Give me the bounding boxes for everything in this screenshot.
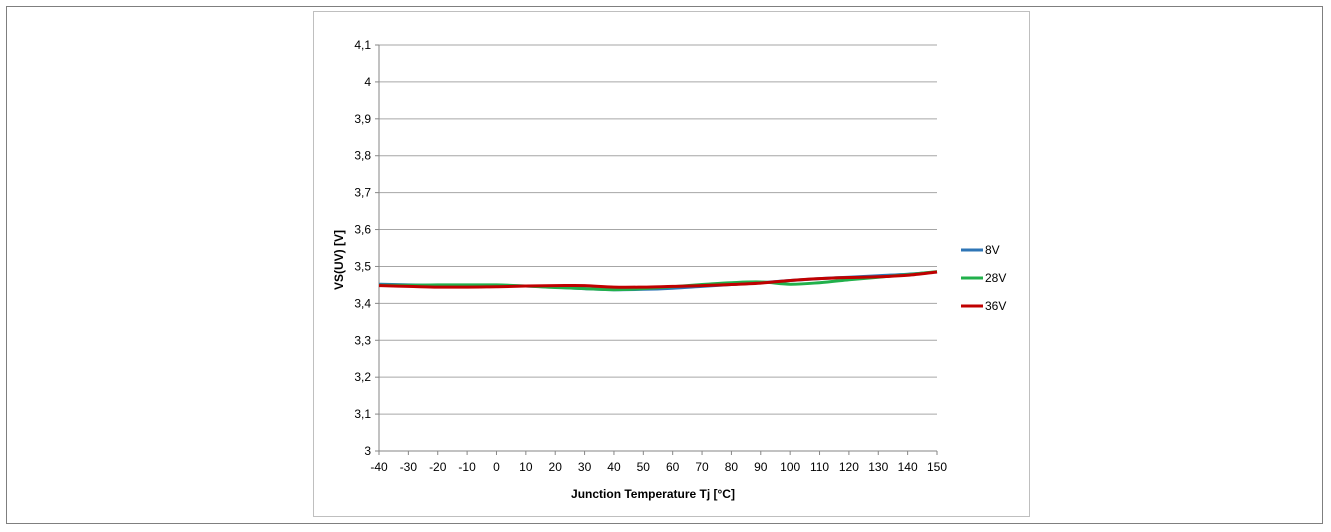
x-tick-label: 50 xyxy=(637,460,651,474)
x-tick-labels: -40 -30 -20 -10 0 10 20 30 40 50 60 70 80 90 100 110 120… xyxy=(370,460,947,474)
y-tick-label: 3,1 xyxy=(354,407,371,421)
legend: 8V 28V 36V xyxy=(961,243,1006,313)
x-tick-label: -40 xyxy=(370,460,388,474)
x-tick-label: 120 xyxy=(839,460,859,474)
y-tick-label: 3,4 xyxy=(354,296,371,310)
x-tick-label: 150 xyxy=(927,460,947,474)
x-tick-label: 20 xyxy=(549,460,563,474)
gridlines xyxy=(379,44,937,415)
y-tick-labels: 3 3,1 3,2 3,3 3,4 3,5 3,6 3,7 3,8 3,9 4 4,1 xyxy=(354,38,371,458)
x-tick-label: 110 xyxy=(810,460,829,474)
x-tick-label: 60 xyxy=(666,460,680,474)
y-axis-title: VS(UV) [V] xyxy=(332,230,346,290)
y-tick-label: 3,5 xyxy=(354,259,371,273)
x-tick-label: 130 xyxy=(868,460,888,474)
x-tick-label: 30 xyxy=(578,460,592,474)
legend-label: 28V xyxy=(985,271,1006,285)
x-tick-label: 140 xyxy=(898,460,918,474)
y-tick-label: 3,6 xyxy=(354,223,371,237)
y-tick-label: 3,8 xyxy=(354,149,371,163)
y-tick-label: 3,9 xyxy=(354,112,371,126)
y-tick-label: 3,7 xyxy=(354,186,371,200)
x-tick-label: -20 xyxy=(429,460,447,474)
axes xyxy=(375,44,938,455)
series-line-36v xyxy=(378,270,938,289)
y-tick-label: 4,1 xyxy=(354,38,371,52)
x-tick-label: 40 xyxy=(607,460,621,474)
x-tick-label: -30 xyxy=(400,460,418,474)
legend-label: 8V xyxy=(985,243,1000,257)
x-tick-label: -10 xyxy=(458,460,476,474)
x-tick-label: 0 xyxy=(493,460,500,474)
series-lines xyxy=(378,270,938,292)
x-tick-label: 10 xyxy=(519,460,533,474)
legend-label: 36V xyxy=(985,299,1006,313)
y-tick-label: 3 xyxy=(364,444,371,458)
x-tick-label: 70 xyxy=(695,460,709,474)
x-tick-label: 80 xyxy=(725,460,739,474)
y-tick-label: 4 xyxy=(364,75,371,89)
chart-frame xyxy=(313,11,1030,517)
x-tick-label: 100 xyxy=(780,460,800,474)
outer-frame xyxy=(6,6,1323,524)
y-tick-label: 3,2 xyxy=(354,370,371,384)
x-axis-title: Junction Temperature Tj [°C] xyxy=(571,487,735,501)
y-tick-label: 3,3 xyxy=(354,333,371,347)
x-tick-label: 90 xyxy=(754,460,768,474)
